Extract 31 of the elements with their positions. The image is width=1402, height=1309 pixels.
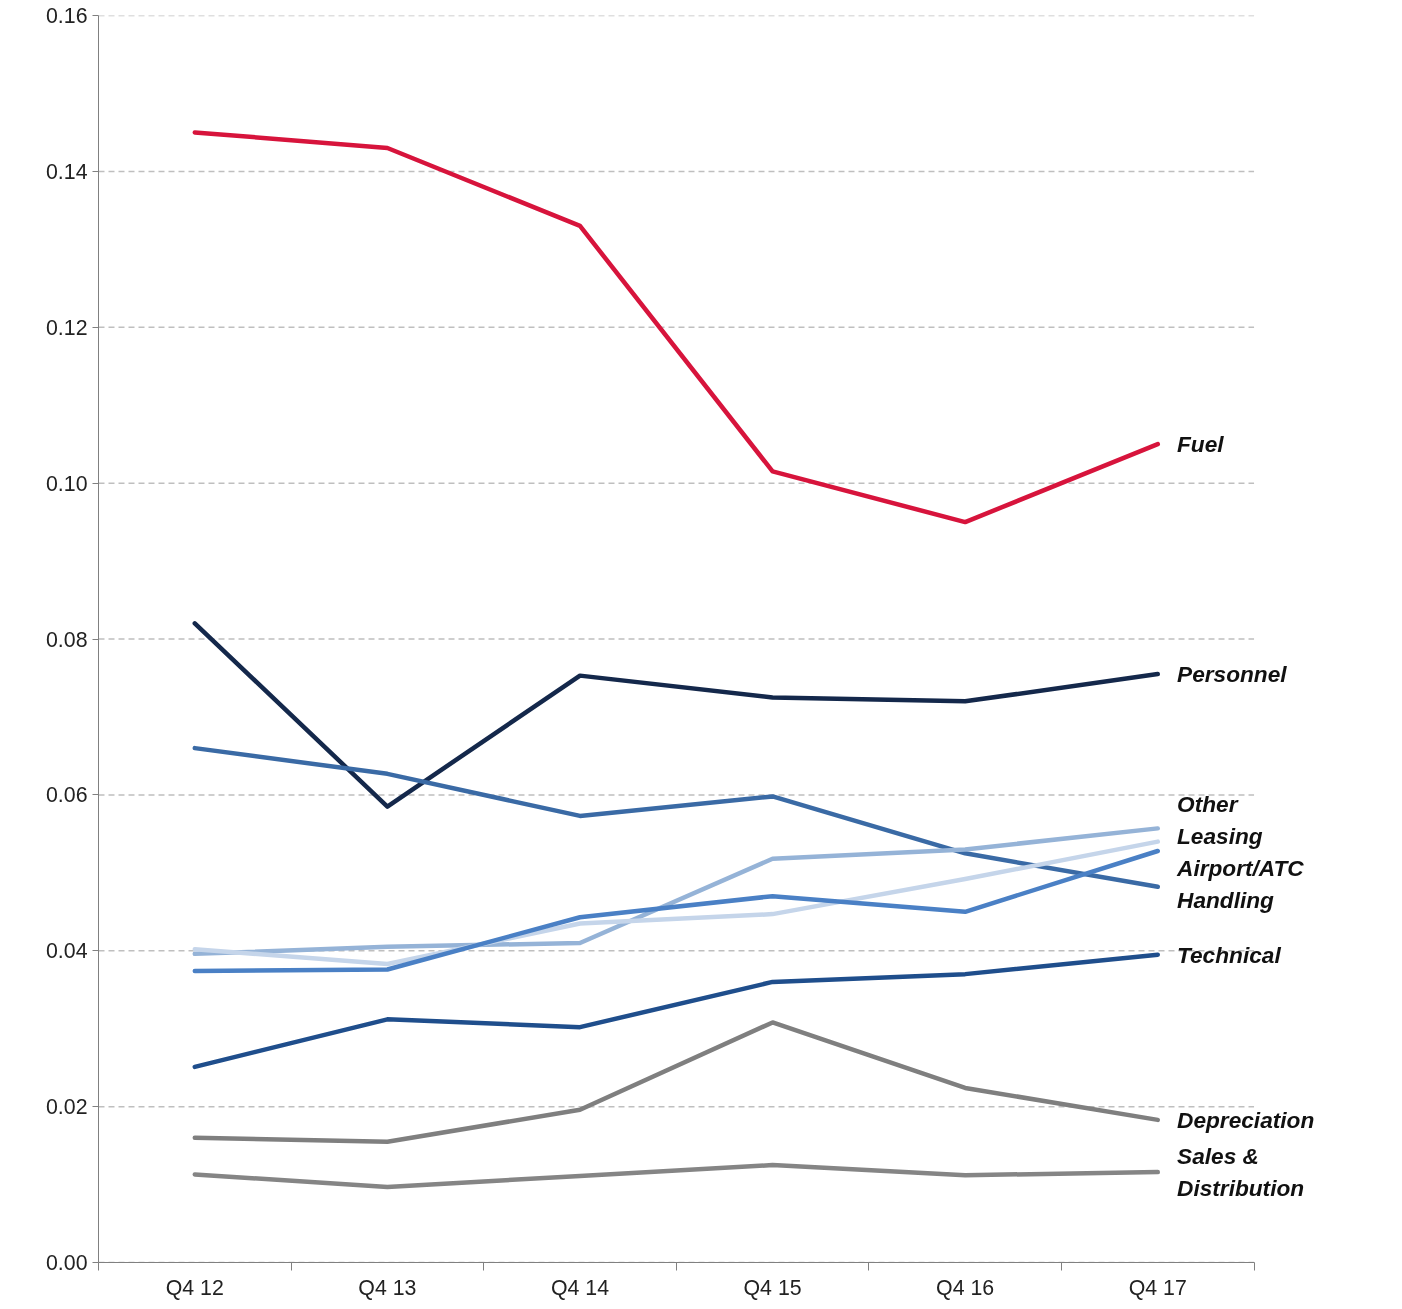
y-tick-label: 0.04 xyxy=(45,939,88,964)
line-series xyxy=(192,826,1161,957)
line-series xyxy=(192,1020,1161,1144)
x-tick-label: Q4 14 xyxy=(550,1275,610,1300)
y-tick-label: 0.10 xyxy=(45,471,88,496)
line-series xyxy=(192,130,1161,525)
x-tick-label: Q4 15 xyxy=(743,1275,802,1300)
series-label: Airport/ATC xyxy=(1176,855,1305,882)
y-tick-label: 0.16 xyxy=(45,4,88,28)
series-label: Other xyxy=(1177,790,1239,817)
line-series xyxy=(192,621,1161,809)
series-label: Fuel xyxy=(1177,431,1225,458)
y-tick-label: 0.14 xyxy=(45,159,88,184)
series-label: Leasing xyxy=(1177,822,1263,849)
series-label: Personnel xyxy=(1177,661,1288,688)
y-tick-label: 0.12 xyxy=(45,315,88,340)
series-label: Sales & Distribution xyxy=(1177,1143,1305,1202)
x-tick-label: Q4 12 xyxy=(165,1275,224,1300)
x-tick-label: Q4 16 xyxy=(936,1275,995,1300)
y-tick-label: 0.00 xyxy=(45,1251,88,1275)
x-tick-label: Q4 17 xyxy=(1128,1275,1187,1300)
line-series xyxy=(192,745,1161,890)
y-tick-label: 0.06 xyxy=(45,783,88,808)
y-tick-label: 0.02 xyxy=(45,1095,88,1120)
x-tick-label: Q4 13 xyxy=(358,1275,417,1300)
line-series xyxy=(192,952,1161,1070)
line-series xyxy=(192,1162,1161,1190)
series-label: Depreciation xyxy=(1177,1106,1315,1133)
series-label: Handling xyxy=(1177,887,1275,914)
series-label: Technical xyxy=(1177,941,1282,968)
y-tick-label: 0.08 xyxy=(45,627,88,652)
